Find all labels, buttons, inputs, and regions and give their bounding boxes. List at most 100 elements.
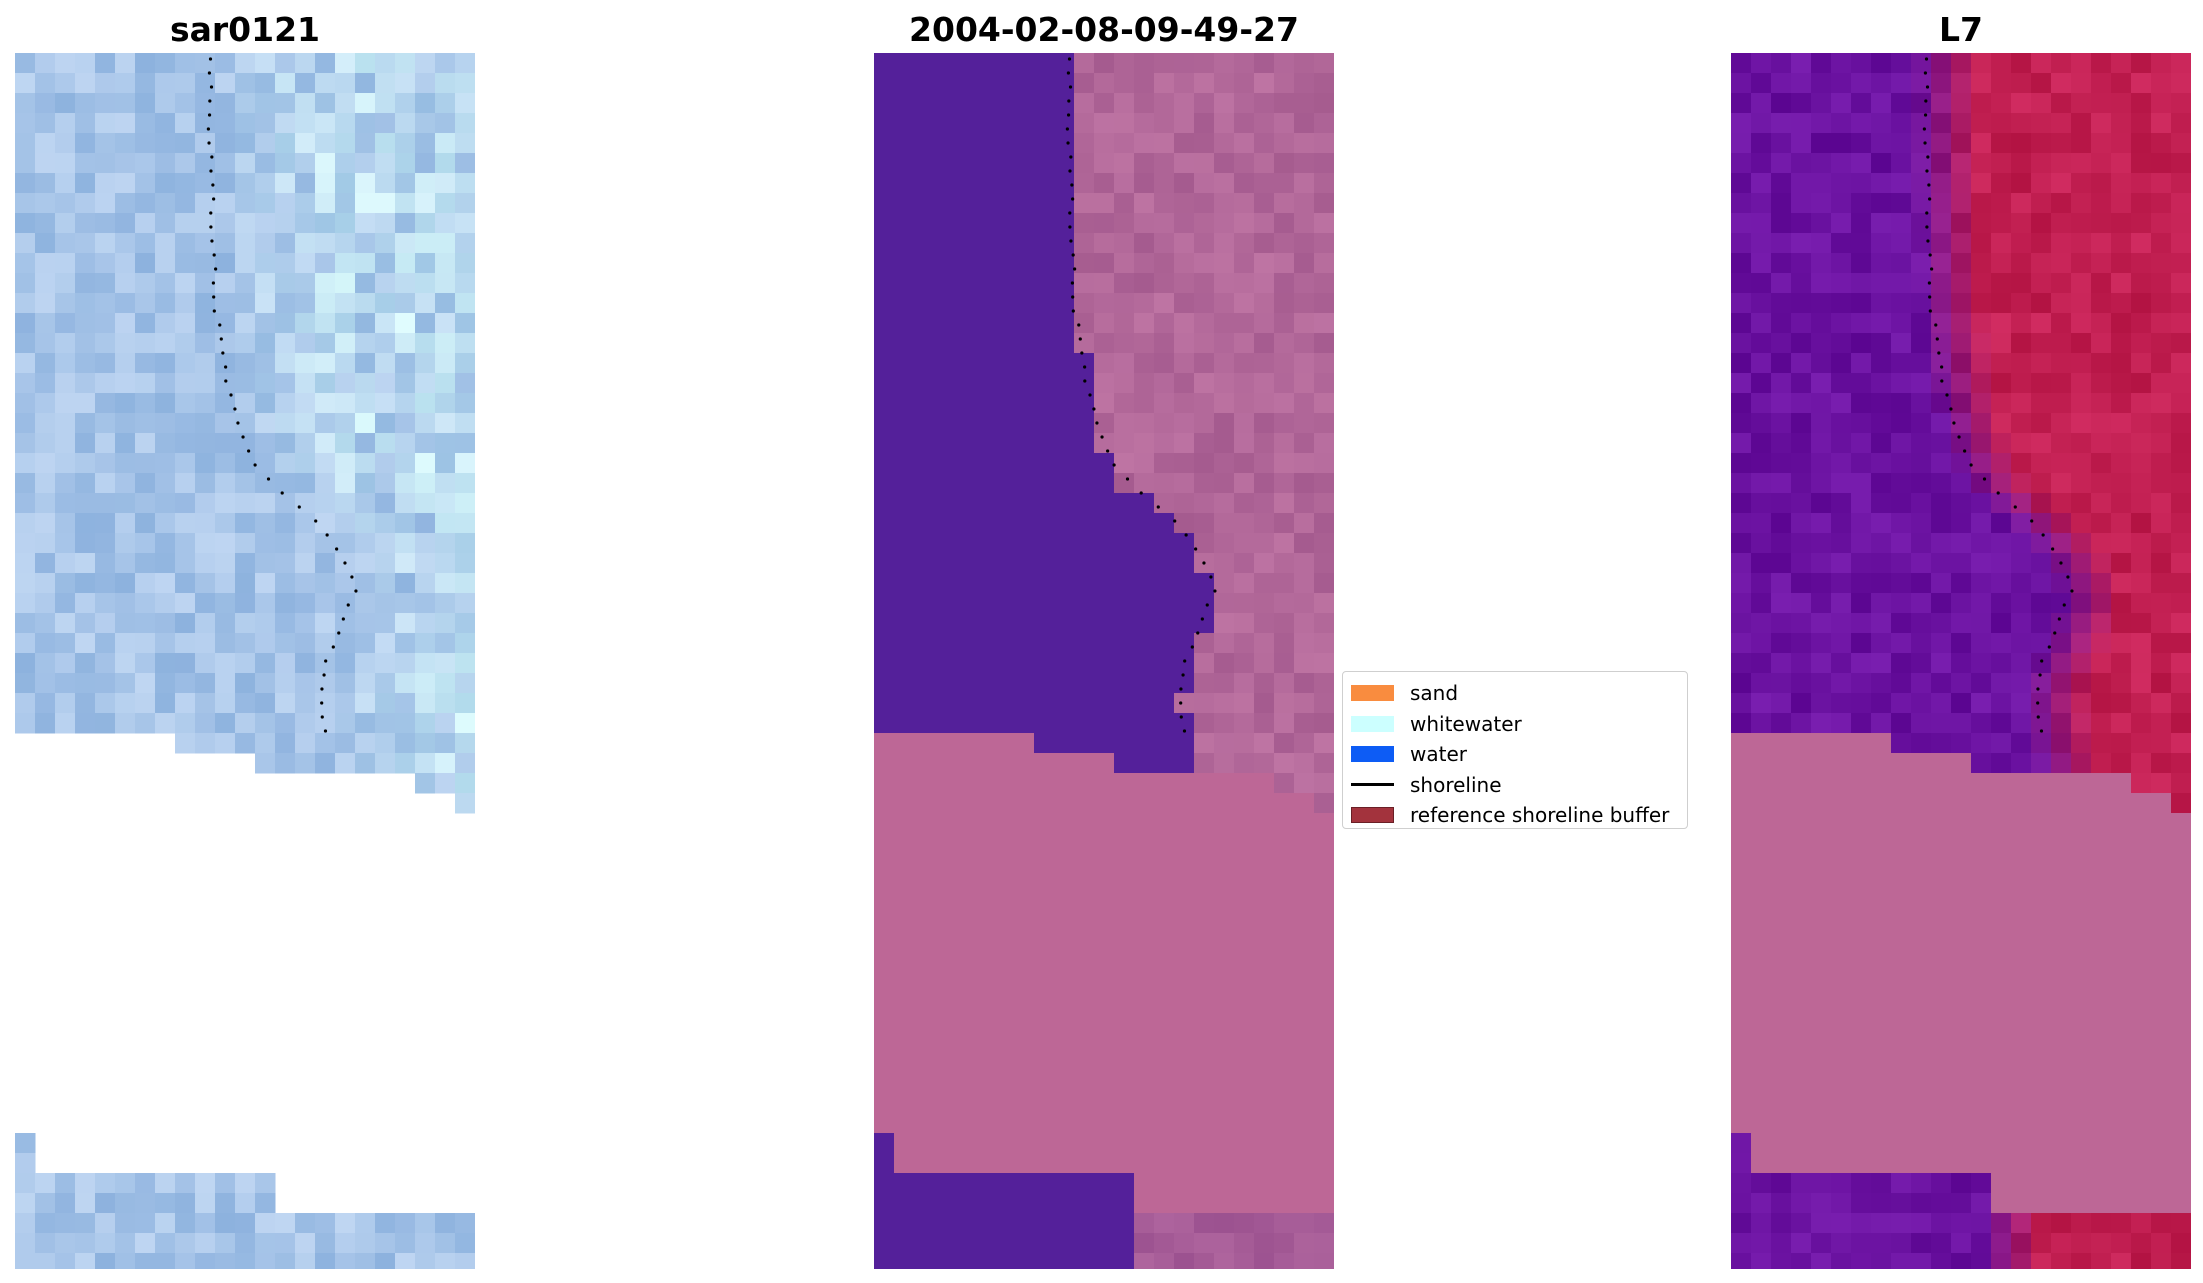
pixel bbox=[75, 353, 96, 374]
pixel bbox=[1871, 173, 1892, 194]
pixel bbox=[1154, 53, 1175, 74]
pixel bbox=[195, 473, 216, 494]
pixel bbox=[1931, 1133, 1952, 1154]
pixel bbox=[1234, 633, 1255, 654]
pixel bbox=[2011, 173, 2032, 194]
pixel bbox=[2091, 1033, 2112, 1054]
shoreline-point bbox=[1182, 729, 1187, 733]
pixel bbox=[1214, 853, 1235, 874]
pixel bbox=[1871, 833, 1892, 854]
pixel bbox=[1971, 473, 1992, 494]
pixel bbox=[155, 333, 176, 354]
pixel bbox=[35, 393, 56, 414]
pixel bbox=[1751, 1133, 1772, 1154]
pixel bbox=[1234, 93, 1255, 114]
pixel bbox=[235, 73, 256, 94]
pixel bbox=[255, 653, 276, 674]
pixel bbox=[1214, 733, 1235, 754]
pixel bbox=[1194, 913, 1215, 934]
pixel bbox=[1871, 393, 1892, 414]
pixel bbox=[1294, 393, 1315, 414]
pixel bbox=[1274, 493, 1295, 514]
pixel bbox=[355, 713, 376, 734]
pixel bbox=[1254, 993, 1275, 1014]
pixel bbox=[1871, 773, 1892, 794]
pixel bbox=[1274, 473, 1295, 494]
pixel bbox=[2111, 913, 2132, 934]
pixel bbox=[395, 653, 416, 674]
shoreline-point bbox=[253, 463, 257, 467]
pixel bbox=[894, 673, 915, 694]
pixel bbox=[315, 353, 336, 374]
pixel bbox=[1214, 633, 1235, 654]
pixel bbox=[1951, 613, 1972, 634]
pixel bbox=[1951, 53, 1972, 74]
pixel bbox=[1154, 1093, 1175, 1114]
pixel bbox=[894, 93, 915, 114]
pixel bbox=[2071, 93, 2092, 114]
pixel bbox=[1154, 613, 1175, 634]
pixel bbox=[1194, 233, 1215, 254]
pixel bbox=[1314, 373, 1334, 394]
pixel bbox=[2171, 333, 2191, 354]
pixel bbox=[1074, 833, 1095, 854]
pixel bbox=[395, 453, 416, 474]
pixel bbox=[1294, 1053, 1315, 1074]
pixel bbox=[1771, 73, 1792, 94]
pixel bbox=[15, 593, 36, 614]
pixel bbox=[1751, 433, 1772, 454]
pixel bbox=[2011, 1053, 2032, 1074]
pixel bbox=[1891, 73, 1912, 94]
pixel bbox=[2171, 773, 2191, 794]
pixel bbox=[1851, 453, 1872, 474]
pixel bbox=[1931, 1153, 1952, 1174]
pixel bbox=[1054, 673, 1075, 694]
pixel bbox=[954, 1173, 975, 1194]
pixel bbox=[1971, 113, 1992, 134]
pixel bbox=[1771, 1133, 1792, 1154]
pixel bbox=[295, 1253, 316, 1269]
pixel bbox=[235, 1213, 256, 1234]
pixel bbox=[395, 293, 416, 314]
pixel bbox=[1991, 493, 2012, 514]
pixel bbox=[874, 993, 895, 1014]
pixel bbox=[1114, 313, 1135, 334]
pixel bbox=[195, 213, 216, 234]
shoreline-point bbox=[331, 645, 335, 649]
pixel bbox=[55, 613, 76, 634]
pixel bbox=[2151, 633, 2172, 654]
pixel bbox=[235, 113, 256, 134]
pixel bbox=[974, 293, 995, 314]
pixel bbox=[1831, 673, 1852, 694]
pixel bbox=[335, 333, 356, 354]
pixel bbox=[1154, 1193, 1175, 1214]
pixel bbox=[15, 493, 36, 514]
pixel bbox=[1274, 313, 1295, 334]
pixel bbox=[15, 273, 36, 294]
pixel bbox=[1811, 833, 1832, 854]
pixel bbox=[1314, 313, 1334, 334]
pixel bbox=[1134, 353, 1155, 374]
shoreline-point bbox=[1139, 491, 1143, 495]
pixel bbox=[1034, 633, 1055, 654]
pixel bbox=[175, 173, 196, 194]
pixel bbox=[115, 53, 136, 74]
pixel bbox=[894, 873, 915, 894]
pixel bbox=[1951, 813, 1972, 834]
pixel bbox=[395, 593, 416, 614]
pixel bbox=[2011, 533, 2032, 554]
pixel bbox=[1791, 973, 1812, 994]
pixel bbox=[1094, 233, 1115, 254]
pixel bbox=[1274, 333, 1295, 354]
pixel bbox=[1831, 813, 1852, 834]
pixel bbox=[1811, 1033, 1832, 1054]
pixel bbox=[235, 1253, 256, 1269]
pixel bbox=[954, 373, 975, 394]
pixel bbox=[2091, 713, 2112, 734]
pixel bbox=[1154, 693, 1175, 714]
pixel bbox=[2151, 433, 2172, 454]
pixel bbox=[1971, 793, 1992, 814]
pixel bbox=[1174, 853, 1195, 874]
pixel bbox=[15, 373, 36, 394]
pixel bbox=[1294, 833, 1315, 854]
